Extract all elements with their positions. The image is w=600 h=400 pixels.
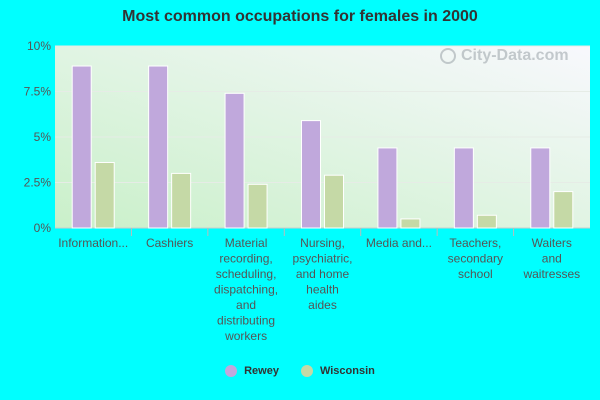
x-category-label-line: Media and... bbox=[366, 236, 432, 250]
y-tick-label: 7.5% bbox=[24, 85, 52, 99]
x-axis-categories: Information... Cashiers Material recording,… bbox=[58, 228, 580, 343]
x-category-label-line: scheduling, bbox=[216, 267, 277, 281]
legend-item-rewey: Rewey bbox=[225, 365, 279, 377]
x-category-label-line: and bbox=[542, 252, 562, 266]
x-category-label: Cashiers bbox=[146, 236, 193, 250]
bar-rewey bbox=[71, 65, 92, 229]
gridlines bbox=[55, 45, 590, 229]
x-category-label-line: dispatching, bbox=[214, 283, 278, 297]
x-category-label-line: and bbox=[236, 298, 256, 312]
legend: Rewey Wisconsin bbox=[0, 365, 600, 377]
bar-wisconsin bbox=[94, 161, 115, 229]
x-category-label-line: Material bbox=[225, 236, 268, 250]
y-tick-label: 2.5% bbox=[24, 176, 52, 190]
x-category-label-line: and home bbox=[296, 267, 350, 281]
bar-wisconsin bbox=[400, 218, 421, 229]
bar-rewey bbox=[301, 120, 321, 229]
x-category-label: Teachers, secondary school bbox=[448, 236, 503, 281]
watermark-text: City-Data.com bbox=[461, 47, 569, 64]
y-tick-label: 10% bbox=[27, 39, 51, 53]
x-category-label-line: health bbox=[306, 283, 339, 297]
search-icon bbox=[440, 48, 456, 64]
y-tick-label: 5% bbox=[34, 130, 52, 144]
bars bbox=[71, 65, 574, 229]
watermark: City-Data.com bbox=[440, 47, 569, 65]
x-category-label-line: Information... bbox=[58, 236, 128, 250]
x-category-label: Nursing, psychiatric, and home health aides bbox=[292, 236, 352, 312]
x-category-label: Information... bbox=[58, 236, 128, 250]
x-category-label-line: Waiters bbox=[532, 236, 572, 250]
x-category-label-line: workers bbox=[224, 329, 267, 343]
x-category-label-line: waitresses bbox=[522, 267, 580, 281]
x-category-label-line: distributing bbox=[217, 314, 275, 328]
y-axis-ticks: 0% 2.5% 5% 7.5% 10% bbox=[24, 39, 52, 235]
bar-wisconsin bbox=[247, 183, 268, 229]
x-category-label-line: aides bbox=[308, 298, 337, 312]
legend-swatch-wisconsin bbox=[300, 365, 313, 377]
x-category-label-line: Cashiers bbox=[146, 236, 193, 250]
bar-rewey bbox=[224, 92, 245, 229]
y-tick-label: 0% bbox=[34, 221, 52, 235]
bar-wisconsin bbox=[171, 172, 192, 229]
bar-wisconsin bbox=[324, 174, 344, 229]
bar-rewey bbox=[148, 65, 169, 229]
x-category-label-line: Teachers, bbox=[449, 236, 501, 250]
x-category-label-line: Nursing, bbox=[300, 236, 345, 250]
x-category-label: Material recording, scheduling, dispatching… bbox=[214, 236, 278, 343]
bar-wisconsin bbox=[476, 214, 497, 229]
legend-item-wisconsin: Wisconsin bbox=[300, 365, 375, 377]
x-category-label-line: secondary bbox=[448, 252, 503, 266]
chart-title: Most common occupations for females in 2… bbox=[122, 8, 478, 25]
x-category-label: Media and... bbox=[366, 236, 432, 250]
bar-rewey bbox=[377, 147, 398, 229]
x-category-label-line: recording, bbox=[219, 252, 272, 266]
bar-rewey bbox=[530, 147, 551, 229]
x-category-label: Waiters and waitresses bbox=[522, 236, 580, 281]
legend-label-rewey: Rewey bbox=[244, 365, 279, 377]
legend-swatch-rewey bbox=[225, 365, 238, 377]
x-category-label-line: school bbox=[458, 267, 493, 281]
bar-rewey bbox=[453, 147, 474, 229]
bar-wisconsin bbox=[553, 191, 574, 229]
legend-label-wisconsin: Wisconsin bbox=[319, 365, 375, 377]
x-category-label-line: psychiatric, bbox=[292, 252, 352, 266]
